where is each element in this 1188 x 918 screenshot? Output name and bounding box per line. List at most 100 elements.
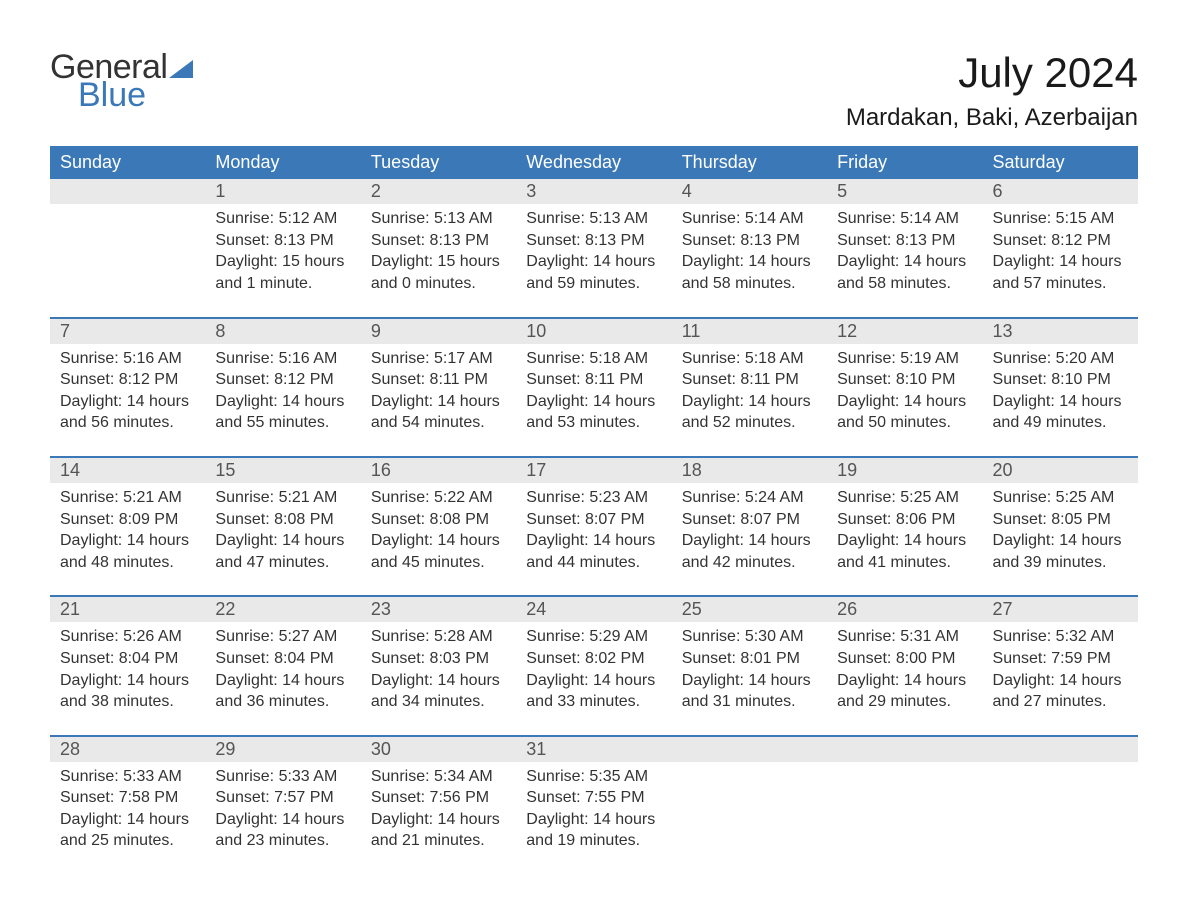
daylight-line: Daylight: 14 hours and 53 minutes. <box>526 391 661 434</box>
sunrise-line: Sunrise: 5:34 AM <box>371 766 506 788</box>
day-number-cell: 22 <box>205 596 360 622</box>
day-number-cell: 7 <box>50 318 205 344</box>
sunset-line: Sunset: 8:01 PM <box>682 648 817 670</box>
sunrise-line: Sunrise: 5:19 AM <box>837 348 972 370</box>
day-content-cell: Sunrise: 5:13 AMSunset: 8:13 PMDaylight:… <box>361 204 516 317</box>
sunrise-line: Sunrise: 5:16 AM <box>215 348 350 370</box>
daylight-line: Daylight: 14 hours and 44 minutes. <box>526 530 661 573</box>
sunset-line: Sunset: 7:57 PM <box>215 787 350 809</box>
day-number-cell: 18 <box>672 457 827 483</box>
location-subtitle: Mardakan, Baki, Azerbaijan <box>846 104 1138 132</box>
sunset-line: Sunset: 8:02 PM <box>526 648 661 670</box>
day-number-cell: 4 <box>672 179 827 204</box>
sunrise-line: Sunrise: 5:32 AM <box>993 626 1128 648</box>
daylight-line: Daylight: 14 hours and 55 minutes. <box>215 391 350 434</box>
weekday-header: Tuesday <box>361 146 516 179</box>
sunrise-line: Sunrise: 5:21 AM <box>60 487 195 509</box>
day-number-cell: 2 <box>361 179 516 204</box>
calendar-table: SundayMondayTuesdayWednesdayThursdayFrid… <box>50 146 1138 874</box>
sunrise-line: Sunrise: 5:31 AM <box>837 626 972 648</box>
daylight-line: Daylight: 14 hours and 27 minutes. <box>993 670 1128 713</box>
sunrise-line: Sunrise: 5:35 AM <box>526 766 661 788</box>
sunset-line: Sunset: 7:56 PM <box>371 787 506 809</box>
sunrise-line: Sunrise: 5:29 AM <box>526 626 661 648</box>
sunset-line: Sunset: 7:55 PM <box>526 787 661 809</box>
sunset-line: Sunset: 8:11 PM <box>371 369 506 391</box>
day-content-cell: Sunrise: 5:12 AMSunset: 8:13 PMDaylight:… <box>205 204 360 317</box>
daylight-line: Daylight: 14 hours and 29 minutes. <box>837 670 972 713</box>
sunrise-line: Sunrise: 5:28 AM <box>371 626 506 648</box>
sunrise-line: Sunrise: 5:13 AM <box>371 208 506 230</box>
day-content-cell: Sunrise: 5:18 AMSunset: 8:11 PMDaylight:… <box>672 344 827 457</box>
daylight-line: Daylight: 14 hours and 25 minutes. <box>60 809 195 852</box>
daynum-row: 28293031 <box>50 736 1138 762</box>
logo-text-2: Blue <box>78 78 193 112</box>
day-content-cell <box>827 762 982 874</box>
weekday-header: Thursday <box>672 146 827 179</box>
daylight-line: Daylight: 14 hours and 42 minutes. <box>682 530 817 573</box>
daylight-line: Daylight: 14 hours and 54 minutes. <box>371 391 506 434</box>
day-content-cell: Sunrise: 5:24 AMSunset: 8:07 PMDaylight:… <box>672 483 827 596</box>
day-number-cell: 6 <box>983 179 1138 204</box>
daylight-line: Daylight: 14 hours and 33 minutes. <box>526 670 661 713</box>
day-content-cell: Sunrise: 5:22 AMSunset: 8:08 PMDaylight:… <box>361 483 516 596</box>
day-number-cell <box>672 736 827 762</box>
sunset-line: Sunset: 8:04 PM <box>215 648 350 670</box>
day-content-cell: Sunrise: 5:32 AMSunset: 7:59 PMDaylight:… <box>983 622 1138 735</box>
day-content-cell: Sunrise: 5:34 AMSunset: 7:56 PMDaylight:… <box>361 762 516 874</box>
daylight-line: Daylight: 14 hours and 19 minutes. <box>526 809 661 852</box>
daylight-line: Daylight: 14 hours and 48 minutes. <box>60 530 195 573</box>
weekday-header: Monday <box>205 146 360 179</box>
daylight-line: Daylight: 14 hours and 23 minutes. <box>215 809 350 852</box>
daylight-line: Daylight: 14 hours and 58 minutes. <box>682 251 817 294</box>
day-content-cell: Sunrise: 5:25 AMSunset: 8:05 PMDaylight:… <box>983 483 1138 596</box>
day-content-row: Sunrise: 5:33 AMSunset: 7:58 PMDaylight:… <box>50 762 1138 874</box>
day-number-cell: 26 <box>827 596 982 622</box>
daylight-line: Daylight: 14 hours and 45 minutes. <box>371 530 506 573</box>
daylight-line: Daylight: 14 hours and 49 minutes. <box>993 391 1128 434</box>
daylight-line: Daylight: 14 hours and 31 minutes. <box>682 670 817 713</box>
day-content-cell: Sunrise: 5:30 AMSunset: 8:01 PMDaylight:… <box>672 622 827 735</box>
page-header: General Blue July 2024 Mardakan, Baki, A… <box>50 50 1138 142</box>
daylight-line: Daylight: 14 hours and 50 minutes. <box>837 391 972 434</box>
sunset-line: Sunset: 8:08 PM <box>215 509 350 531</box>
day-content-cell: Sunrise: 5:14 AMSunset: 8:13 PMDaylight:… <box>827 204 982 317</box>
sunrise-line: Sunrise: 5:26 AM <box>60 626 195 648</box>
day-content-cell: Sunrise: 5:33 AMSunset: 7:58 PMDaylight:… <box>50 762 205 874</box>
sunrise-line: Sunrise: 5:15 AM <box>993 208 1128 230</box>
day-content-cell: Sunrise: 5:16 AMSunset: 8:12 PMDaylight:… <box>205 344 360 457</box>
day-number-cell: 23 <box>361 596 516 622</box>
title-block: July 2024 Mardakan, Baki, Azerbaijan <box>846 50 1138 142</box>
daynum-row: 123456 <box>50 179 1138 204</box>
daylight-line: Daylight: 14 hours and 57 minutes. <box>993 251 1128 294</box>
day-number-cell: 20 <box>983 457 1138 483</box>
day-number-cell: 13 <box>983 318 1138 344</box>
day-content-cell: Sunrise: 5:31 AMSunset: 8:00 PMDaylight:… <box>827 622 982 735</box>
day-number-cell: 1 <box>205 179 360 204</box>
sunrise-line: Sunrise: 5:13 AM <box>526 208 661 230</box>
sunset-line: Sunset: 8:07 PM <box>526 509 661 531</box>
day-number-cell: 30 <box>361 736 516 762</box>
day-number-cell <box>983 736 1138 762</box>
daylight-line: Daylight: 14 hours and 41 minutes. <box>837 530 972 573</box>
day-content-cell: Sunrise: 5:17 AMSunset: 8:11 PMDaylight:… <box>361 344 516 457</box>
day-content-cell: Sunrise: 5:19 AMSunset: 8:10 PMDaylight:… <box>827 344 982 457</box>
day-content-cell: Sunrise: 5:15 AMSunset: 8:12 PMDaylight:… <box>983 204 1138 317</box>
day-content-cell <box>50 204 205 317</box>
day-number-cell: 15 <box>205 457 360 483</box>
day-content-row: Sunrise: 5:12 AMSunset: 8:13 PMDaylight:… <box>50 204 1138 317</box>
day-number-cell: 29 <box>205 736 360 762</box>
sunset-line: Sunset: 8:10 PM <box>837 369 972 391</box>
day-content-cell: Sunrise: 5:29 AMSunset: 8:02 PMDaylight:… <box>516 622 671 735</box>
day-content-cell: Sunrise: 5:18 AMSunset: 8:11 PMDaylight:… <box>516 344 671 457</box>
day-content-cell: Sunrise: 5:26 AMSunset: 8:04 PMDaylight:… <box>50 622 205 735</box>
weekday-header: Wednesday <box>516 146 671 179</box>
day-number-cell: 10 <box>516 318 671 344</box>
sunrise-line: Sunrise: 5:27 AM <box>215 626 350 648</box>
day-number-cell: 9 <box>361 318 516 344</box>
sunrise-line: Sunrise: 5:18 AM <box>526 348 661 370</box>
sunset-line: Sunset: 8:13 PM <box>682 230 817 252</box>
day-number-cell: 12 <box>827 318 982 344</box>
weekday-header-row: SundayMondayTuesdayWednesdayThursdayFrid… <box>50 146 1138 179</box>
sunrise-line: Sunrise: 5:17 AM <box>371 348 506 370</box>
